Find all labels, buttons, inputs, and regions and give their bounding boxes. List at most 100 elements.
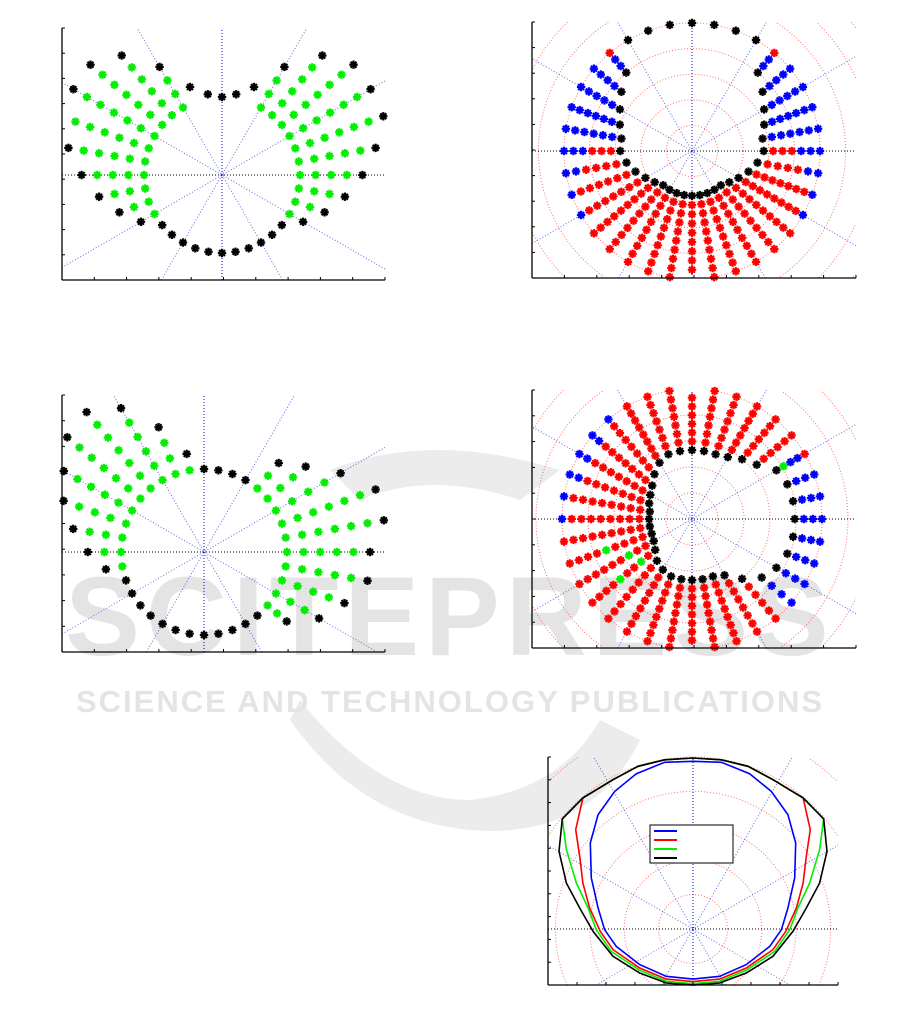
marker-stroke	[257, 103, 265, 112]
marker-stroke	[664, 450, 673, 459]
marker-stroke	[606, 515, 615, 523]
marker-stroke	[293, 582, 302, 590]
marker-stroke	[816, 537, 824, 546]
marker-point	[776, 114, 785, 124]
marker-stroke	[739, 603, 747, 612]
marker-point	[783, 163, 792, 173]
marker-stroke	[719, 232, 727, 241]
marker-point	[717, 433, 726, 443]
marker-point	[780, 437, 789, 446]
marker-point	[118, 533, 127, 542]
marker-point	[603, 177, 613, 186]
marker-stroke	[709, 634, 717, 643]
marker-point	[615, 428, 625, 438]
marker-stroke	[179, 238, 187, 247]
marker-point	[634, 470, 644, 479]
marker-stroke	[732, 438, 740, 447]
marker-point	[768, 176, 777, 185]
marker-stroke	[740, 424, 749, 432]
marker-stroke	[688, 584, 696, 593]
marker-point	[597, 146, 606, 156]
marker-point	[304, 487, 313, 496]
marker-stroke	[115, 133, 124, 142]
marker-point	[607, 117, 616, 127]
marker-stroke	[799, 83, 807, 91]
marker-point	[363, 576, 372, 585]
marker-stroke	[651, 210, 660, 218]
marker-point	[614, 453, 624, 462]
marker-point	[170, 89, 180, 99]
marker-point	[724, 579, 734, 588]
grid-circle	[537, 21, 847, 278]
marker-stroke	[722, 188, 731, 197]
marker-stroke	[699, 209, 707, 218]
plot-area	[531, 18, 857, 282]
marker-point	[645, 588, 654, 598]
marker-stroke	[64, 144, 73, 152]
marker-stroke	[566, 559, 574, 568]
marker-stroke	[641, 596, 649, 605]
marker-stroke	[752, 36, 760, 44]
marker-point	[301, 462, 310, 471]
marker-point	[711, 580, 720, 589]
marker-stroke	[336, 469, 345, 477]
marker-point	[611, 237, 620, 247]
marker-point	[646, 217, 656, 227]
marker-point	[728, 258, 737, 267]
marker-point	[574, 473, 583, 482]
marker-point	[349, 122, 359, 132]
grid-circle	[563, 22, 821, 279]
marker-stroke	[577, 211, 585, 219]
marker-stroke	[807, 536, 815, 544]
marker-stroke	[115, 208, 124, 217]
marker-point	[154, 423, 163, 432]
marker-point	[622, 402, 632, 411]
marker-point	[575, 449, 584, 459]
marker-stroke	[772, 218, 781, 226]
marker-point	[612, 160, 621, 169]
marker-point	[655, 425, 664, 434]
marker-stroke	[148, 87, 156, 96]
marker-stroke	[672, 189, 681, 197]
marker-point	[165, 454, 175, 463]
marker-stroke	[658, 596, 667, 605]
marker-stroke	[602, 162, 611, 170]
marker-point	[585, 206, 594, 215]
marker-stroke	[83, 93, 91, 101]
marker-stroke	[253, 484, 262, 493]
marker-stroke	[102, 530, 110, 539]
marker-stroke	[700, 447, 708, 455]
marker-point	[742, 241, 751, 251]
marker-point	[764, 55, 773, 64]
marker-stroke	[123, 116, 132, 125]
marker-point	[622, 158, 631, 167]
marker-stroke	[725, 250, 734, 258]
marker-stroke	[603, 218, 612, 226]
marker-stroke	[671, 609, 680, 617]
marker-point	[325, 189, 334, 199]
marker-stroke	[126, 154, 134, 163]
marker-stroke	[770, 49, 779, 57]
marker-point	[298, 123, 308, 133]
marker-point	[86, 482, 96, 491]
marker-point	[655, 458, 664, 467]
marker-stroke	[669, 255, 677, 263]
marker-point	[346, 521, 356, 531]
grid-circle	[850, 21, 856, 278]
marker-point	[272, 76, 281, 85]
marker-point	[626, 525, 635, 534]
marker-stroke	[574, 473, 583, 482]
marker-point	[787, 146, 796, 156]
marker-stroke	[624, 258, 632, 266]
marker-stroke	[622, 68, 630, 77]
marker-stroke	[583, 454, 592, 463]
marker-stroke	[617, 88, 626, 96]
marker-stroke	[579, 534, 587, 542]
marker-stroke	[745, 195, 754, 204]
marker-stroke	[268, 111, 276, 119]
marker-stroke	[638, 486, 647, 495]
marker-point	[633, 546, 642, 555]
marker-point	[764, 237, 773, 247]
marker-stroke	[767, 582, 776, 590]
marker-stroke	[703, 189, 712, 197]
